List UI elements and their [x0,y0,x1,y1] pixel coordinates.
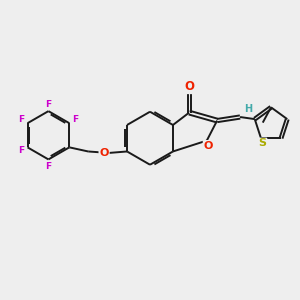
Text: F: F [45,162,52,171]
Text: O: O [184,80,194,93]
Text: F: F [45,100,52,109]
Text: F: F [18,146,25,155]
Text: H: H [244,104,252,114]
Text: S: S [258,139,266,148]
Text: F: F [72,115,79,124]
Text: F: F [18,115,25,124]
Text: O: O [204,141,213,151]
Text: O: O [99,148,109,158]
